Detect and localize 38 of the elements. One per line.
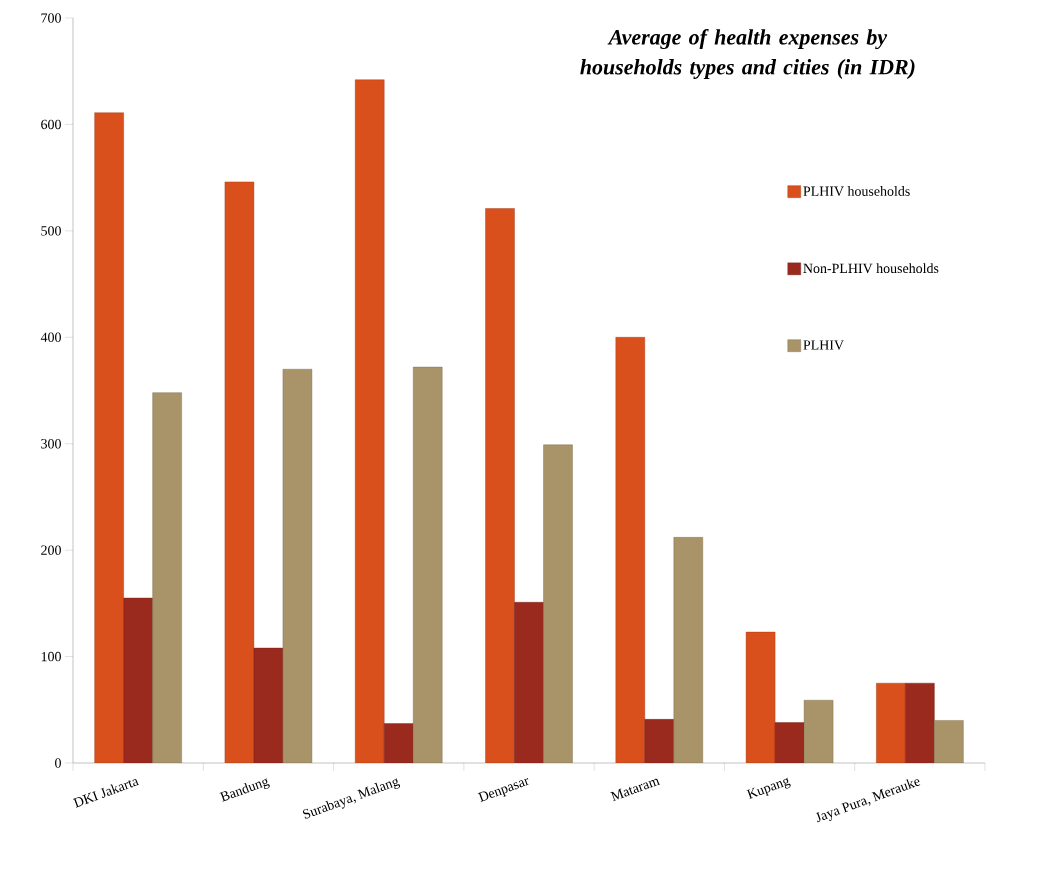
y-tick-label: 600 — [41, 119, 61, 130]
bar — [673, 537, 703, 763]
y-tick-label: 700 — [41, 13, 61, 23]
x-tick-label: Mataram — [610, 778, 661, 802]
y-tick-label: 400 — [40, 332, 61, 342]
bar — [905, 682, 935, 763]
x-tick-label: Kupang — [746, 777, 791, 800]
legend-label: PLHIV households — [803, 186, 910, 196]
bar — [644, 719, 674, 763]
text: Average of health expenses by households types and cities (in IDR) — [580, 28, 915, 80]
y-tick-label: 300 — [41, 439, 61, 449]
y-tick-label: 200 — [41, 545, 61, 555]
bar — [282, 369, 313, 763]
bar — [514, 602, 544, 763]
x-tick-label: DKI Jakarta — [72, 779, 140, 808]
bar — [94, 112, 124, 763]
bar — [355, 79, 385, 763]
bar — [934, 720, 964, 763]
bar — [123, 597, 153, 763]
bar — [485, 208, 515, 763]
y-tick-label: 100 — [41, 651, 61, 662]
bar — [224, 181, 255, 763]
bar — [745, 631, 776, 763]
bar — [803, 700, 834, 763]
bar — [413, 366, 443, 763]
bar — [543, 444, 573, 763]
y-tick-label: 500 — [41, 226, 61, 236]
legend-label: Non-PLHIV households — [803, 263, 939, 274]
bar — [384, 723, 414, 763]
bar — [615, 337, 645, 763]
legend-label: PLHIV — [803, 340, 844, 350]
bar — [253, 647, 284, 763]
bar — [774, 722, 805, 763]
y-tick-label: 0 — [55, 758, 61, 768]
bar — [876, 682, 906, 763]
bar — [152, 392, 182, 763]
x-tick-label: Surabaya, Malang — [302, 778, 401, 819]
x-tick-label: Jaya Pura, Merauke — [815, 779, 921, 823]
